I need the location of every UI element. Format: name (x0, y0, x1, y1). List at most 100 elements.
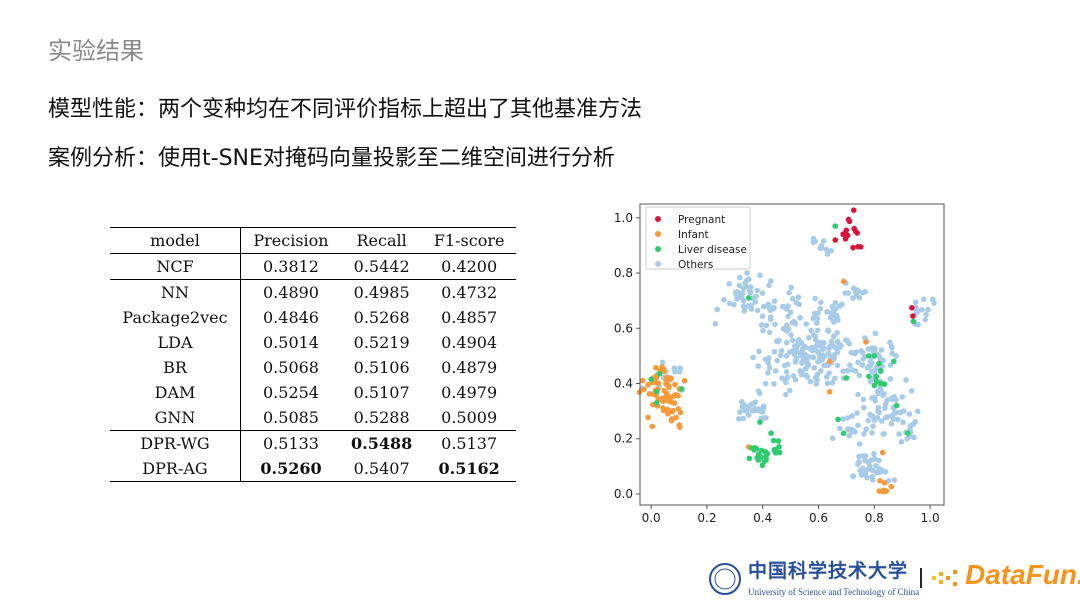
slide-title: 实验结果 (48, 37, 144, 65)
y-tick-label: 1.0 (614, 211, 633, 225)
scatter-point (856, 372, 863, 379)
scatter-point (754, 287, 761, 294)
scatter-point (844, 415, 851, 421)
scatter-point (757, 419, 763, 425)
scatter-point (881, 480, 888, 486)
scatter-point (855, 391, 861, 398)
scatter-point (779, 375, 785, 381)
scatter-point (910, 318, 917, 325)
scatter-point (784, 374, 791, 380)
metric-cell: 0.4985 (353, 283, 410, 302)
scatter-point (904, 430, 911, 437)
scatter-point (909, 304, 915, 311)
scatter-point (821, 339, 827, 346)
scatter-point (763, 414, 769, 421)
scatter-point (744, 284, 751, 290)
scatter-point (849, 427, 856, 433)
scatter-point (879, 449, 886, 456)
scatter-point (775, 438, 782, 444)
scatter-point (849, 367, 856, 373)
model-name-cell: DAM (110, 380, 241, 405)
scatter-point (768, 430, 774, 437)
x-tick-label: 0.4 (753, 511, 772, 525)
scatter-point (771, 381, 777, 387)
scatter-point (914, 408, 921, 415)
scatter-point (861, 431, 867, 437)
scatter-point (878, 347, 885, 353)
scatter-point (812, 336, 819, 343)
scatter-point (802, 343, 808, 350)
scatter-point (814, 327, 821, 334)
model-name-cell: NN (110, 279, 241, 305)
scatter-point (787, 349, 793, 355)
scatter-point (676, 422, 683, 428)
table-row: Package2vec 0.4846 0.5268 0.4857 (110, 305, 516, 330)
scatter-point (757, 272, 763, 279)
scatter-point (890, 358, 897, 365)
scatter-point (836, 303, 843, 309)
scatter-point (834, 349, 841, 355)
scatter-point (783, 379, 789, 386)
scatter-point (766, 304, 772, 311)
scatter-point (866, 465, 872, 472)
scatter-point (760, 403, 767, 410)
scatter-point (813, 381, 820, 387)
bullet-performance: 模型性能：两个变种均在不同评价指标上超出了其他基准方法 (48, 97, 643, 122)
scatter-point (898, 439, 905, 445)
column-header: Recall (356, 231, 407, 250)
scatter-point (771, 298, 778, 304)
scatter-point (858, 348, 864, 354)
scatter-point (864, 474, 870, 481)
scatter-point (746, 455, 753, 462)
table-row: DAM 0.5254 0.5107 0.4979 (110, 380, 516, 405)
scatter-point (870, 423, 876, 430)
scatter-point (865, 346, 872, 352)
scatter-point (893, 409, 899, 416)
legend-label: Others (678, 259, 713, 271)
scatter-point (826, 388, 833, 395)
scatter-point (840, 368, 846, 375)
legend-marker (655, 231, 661, 237)
logo-divider (920, 568, 922, 588)
scatter-point (772, 321, 778, 328)
scatter-point (875, 404, 882, 411)
scatter-point (891, 477, 898, 483)
scatter-point (843, 375, 850, 381)
metric-cell: 0.5085 (240, 405, 341, 431)
legend-marker (655, 246, 661, 252)
table-row: GNN 0.5085 0.5288 0.5009 (110, 405, 516, 431)
scatter-point (869, 477, 876, 483)
scatter-point (789, 337, 796, 344)
table-row: DPR-WG 0.5133 0.5488 0.5137 (110, 430, 516, 456)
scatter-point (805, 334, 812, 341)
scatter-point (817, 368, 824, 374)
metric-cell: 0.5268 (353, 308, 410, 327)
model-name-cell: DPR-WG (110, 430, 241, 456)
scatter-point (859, 362, 866, 368)
scatter-point (820, 238, 827, 244)
metric-cell: 0.4846 (263, 308, 319, 327)
scatter-point (754, 307, 761, 314)
scatter-point (854, 461, 861, 467)
scatter-point (840, 430, 847, 437)
scatter-point (832, 375, 838, 382)
metric-cell: 0.5068 (263, 358, 319, 377)
scatter-point (645, 414, 651, 421)
scatter-point (783, 306, 790, 312)
scatter-point (844, 367, 851, 374)
scatter-point (675, 392, 681, 399)
scatter-point (835, 416, 841, 423)
model-name-cell: BR (110, 355, 241, 380)
scatter-point (739, 290, 746, 296)
table-row: DPR-AG 0.5260 0.5407 0.5162 (110, 456, 516, 482)
scatter-point (747, 289, 754, 296)
scatter-point (812, 374, 819, 381)
scatter-point (860, 396, 867, 403)
scatter-point (847, 362, 853, 368)
metric-cell: 0.5288 (341, 405, 423, 431)
scatter-point (783, 339, 790, 346)
scatter-point (824, 380, 831, 387)
scatter-point (774, 357, 781, 364)
metric-cell: 0.4979 (441, 383, 498, 402)
scatter-point (797, 315, 803, 321)
